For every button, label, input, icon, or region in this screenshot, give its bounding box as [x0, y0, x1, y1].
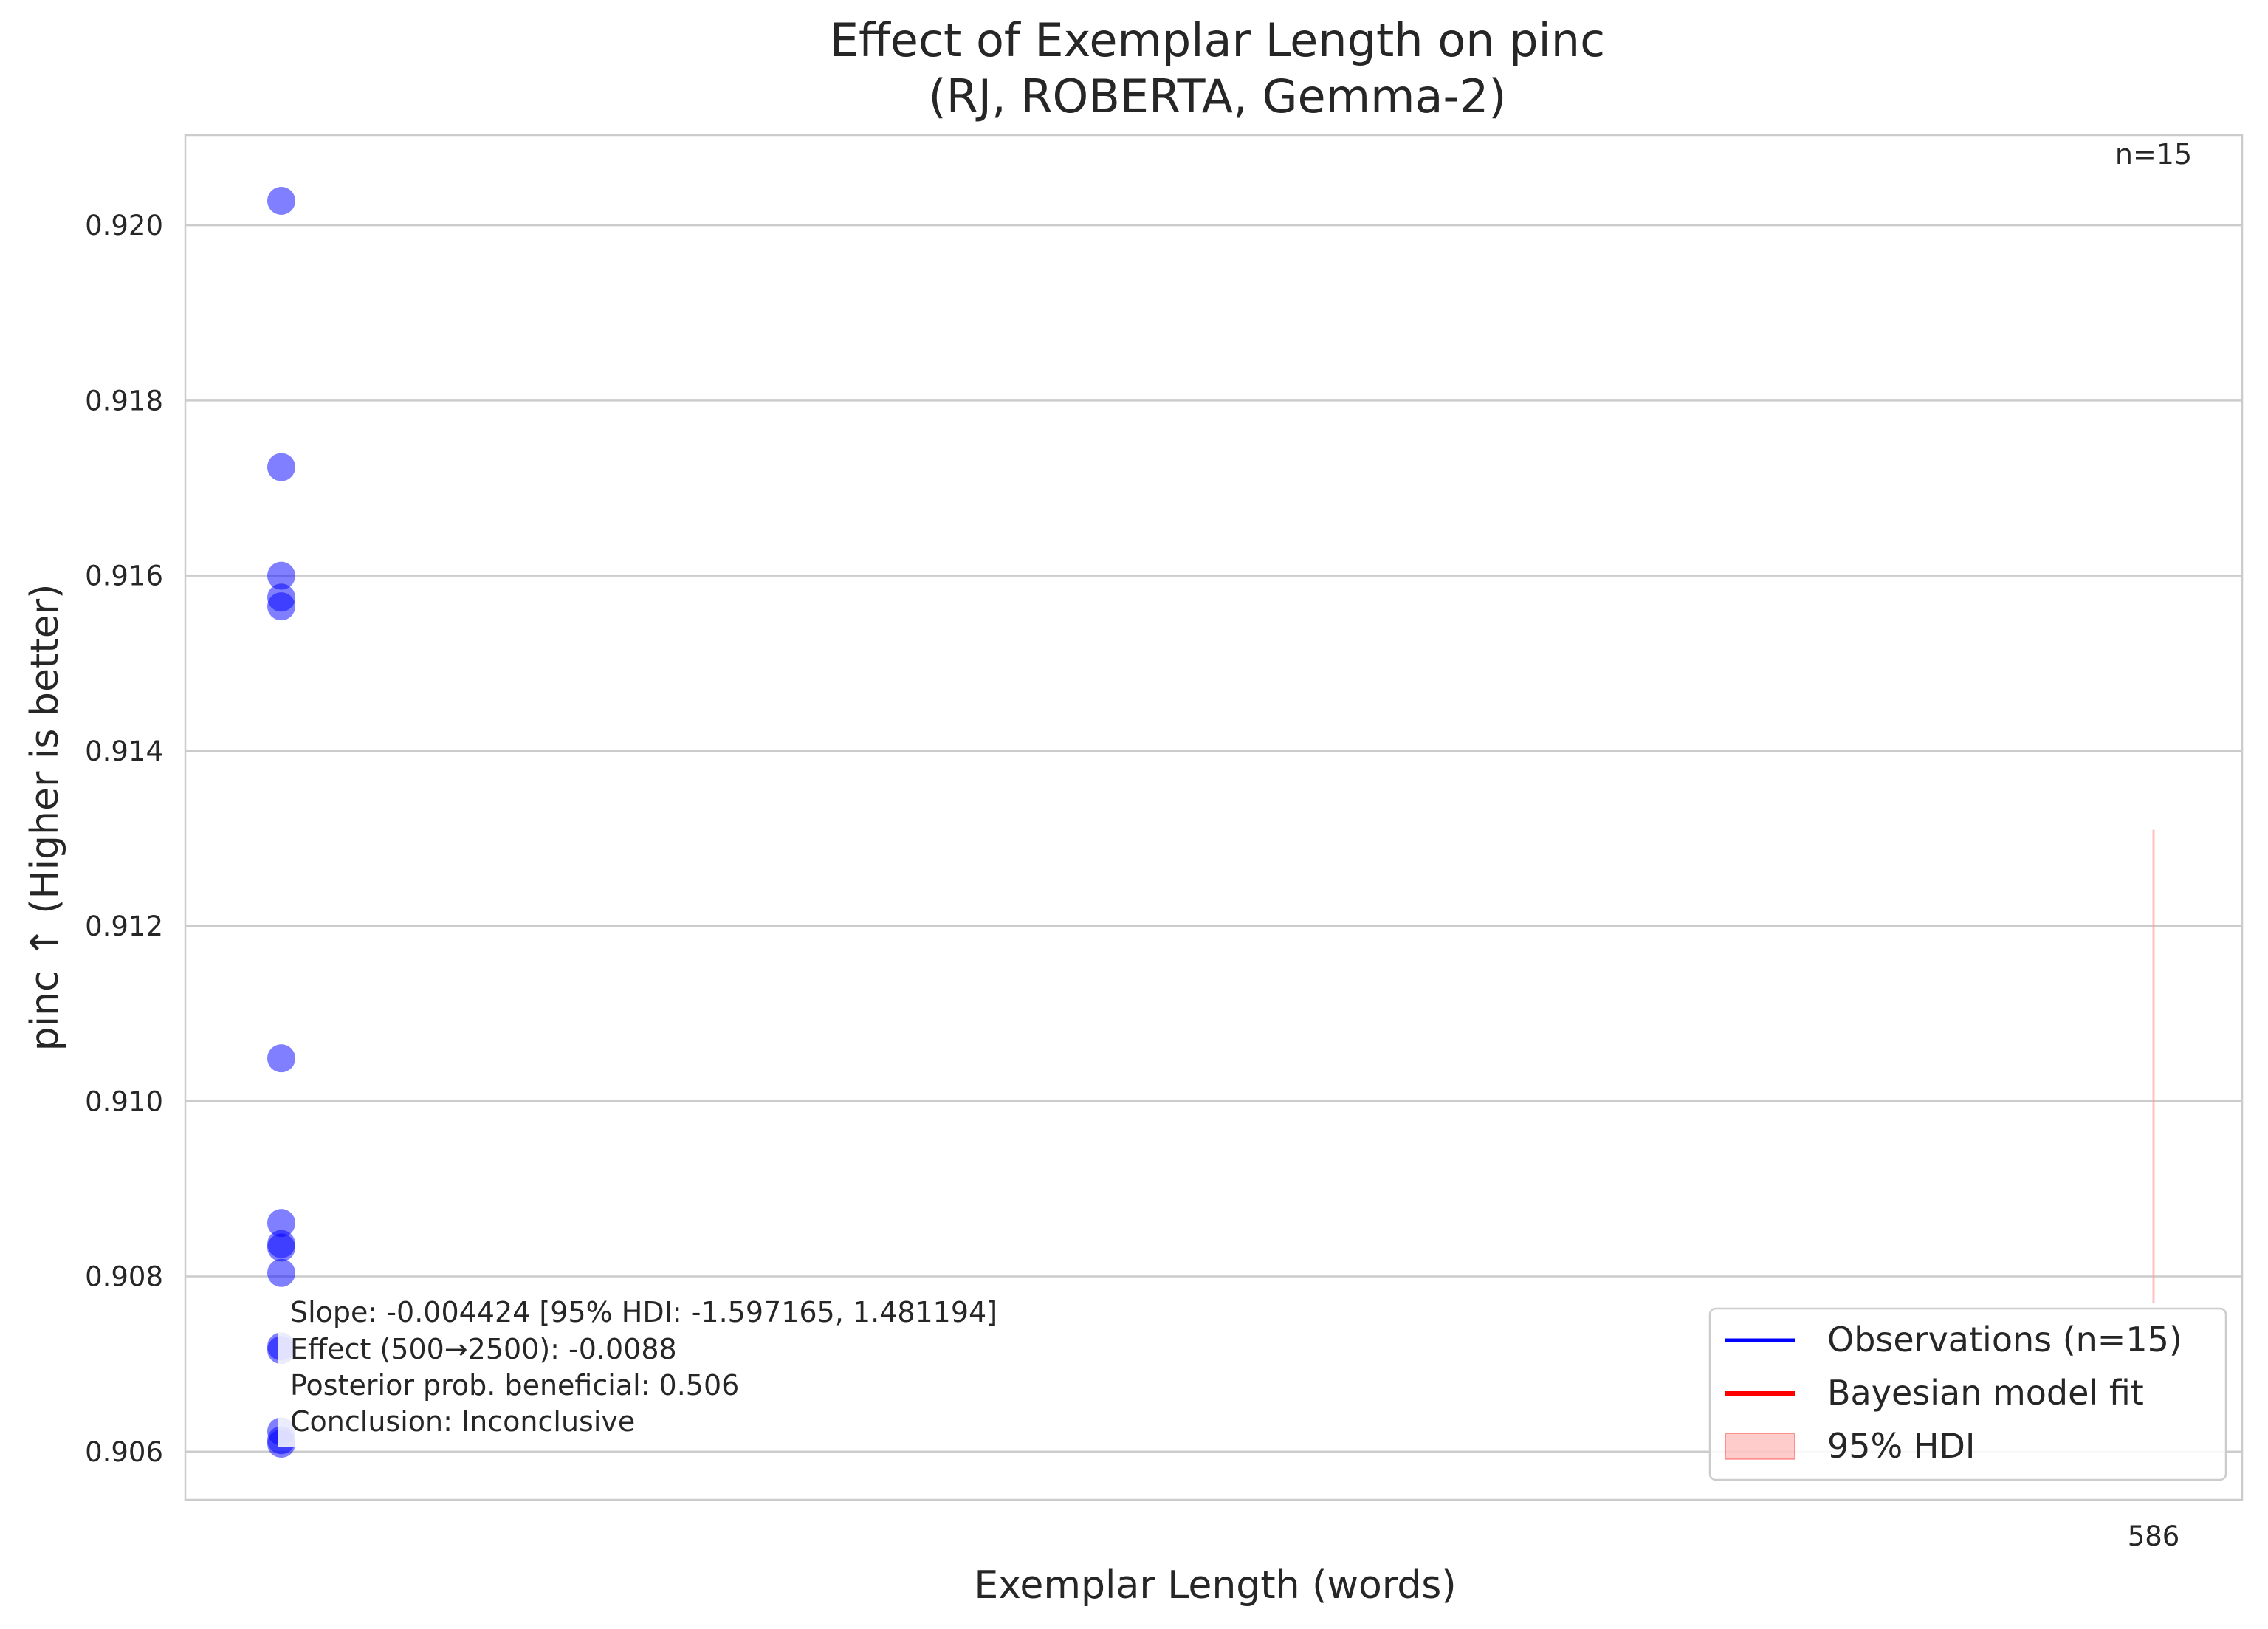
stats-annotation: Slope: -0.004424 [95% HDI: -1.597165, 1.… [278, 1295, 1079, 1447]
y-tick-label: 0.912 [85, 910, 163, 942]
observation-point [267, 1209, 295, 1238]
x-axis-label: Exemplar Length (words) [974, 1563, 1456, 1608]
annotation-slope: Slope: -0.004424 [95% HDI: -1.597165, 1.… [290, 1296, 997, 1328]
observation-point [267, 1258, 295, 1287]
observation-point [267, 453, 295, 481]
y-tick-label: 0.906 [85, 1436, 163, 1468]
legend-label-model-fit: Bayesian model fit [1827, 1373, 2144, 1413]
y-tick-label: 0.908 [85, 1261, 163, 1293]
legend-swatch-hdi [1725, 1433, 1796, 1460]
plot-area [185, 135, 2242, 1500]
observation-point [267, 592, 295, 621]
x-tick-labels: 586 [2128, 1520, 2180, 1552]
legend: Observations (n=15) Bayesian model fit 9… [1708, 1307, 2227, 1481]
annotation-posterior: Posterior prob. beneficial: 0.506 [290, 1369, 739, 1402]
annotation-background [278, 1295, 1079, 1447]
annotation-effect: Effect (500→2500): -0.0088 [290, 1333, 677, 1365]
gridlines [185, 224, 2242, 1453]
chart-title: Effect of Exemplar Length on pinc [830, 13, 1605, 67]
y-tick-labels: 0.906 0.908 0.910 0.912 0.914 0.916 0.918 0.920 [85, 210, 163, 1468]
n-count-label: n=15 [2115, 138, 2192, 171]
y-tick-label: 0.914 [85, 735, 163, 767]
y-tick-label: 0.910 [85, 1086, 163, 1117]
legend-box [1708, 1307, 2227, 1481]
observation-point [267, 186, 295, 215]
chart-subtitle: (RJ, ROBERTA, Gemma-2) [929, 69, 1507, 123]
y-tick-label: 0.920 [85, 210, 163, 241]
y-tick-label: 0.916 [85, 560, 163, 592]
observation-point [267, 561, 295, 590]
legend-label-observations: Observations (n=15) [1827, 1320, 2182, 1359]
annotation-conclusion: Conclusion: Inconclusive [290, 1405, 635, 1438]
legend-label-hdi: 95% HDI [1827, 1426, 1975, 1466]
plot-frame [184, 134, 2244, 1501]
observation-point [267, 1233, 295, 1262]
observation-point [267, 1044, 295, 1073]
y-tick-label: 0.918 [85, 385, 163, 416]
x-tick-label: 586 [2128, 1520, 2180, 1552]
y-axis-label: pinc ↑ (Higher is better) [23, 584, 67, 1052]
